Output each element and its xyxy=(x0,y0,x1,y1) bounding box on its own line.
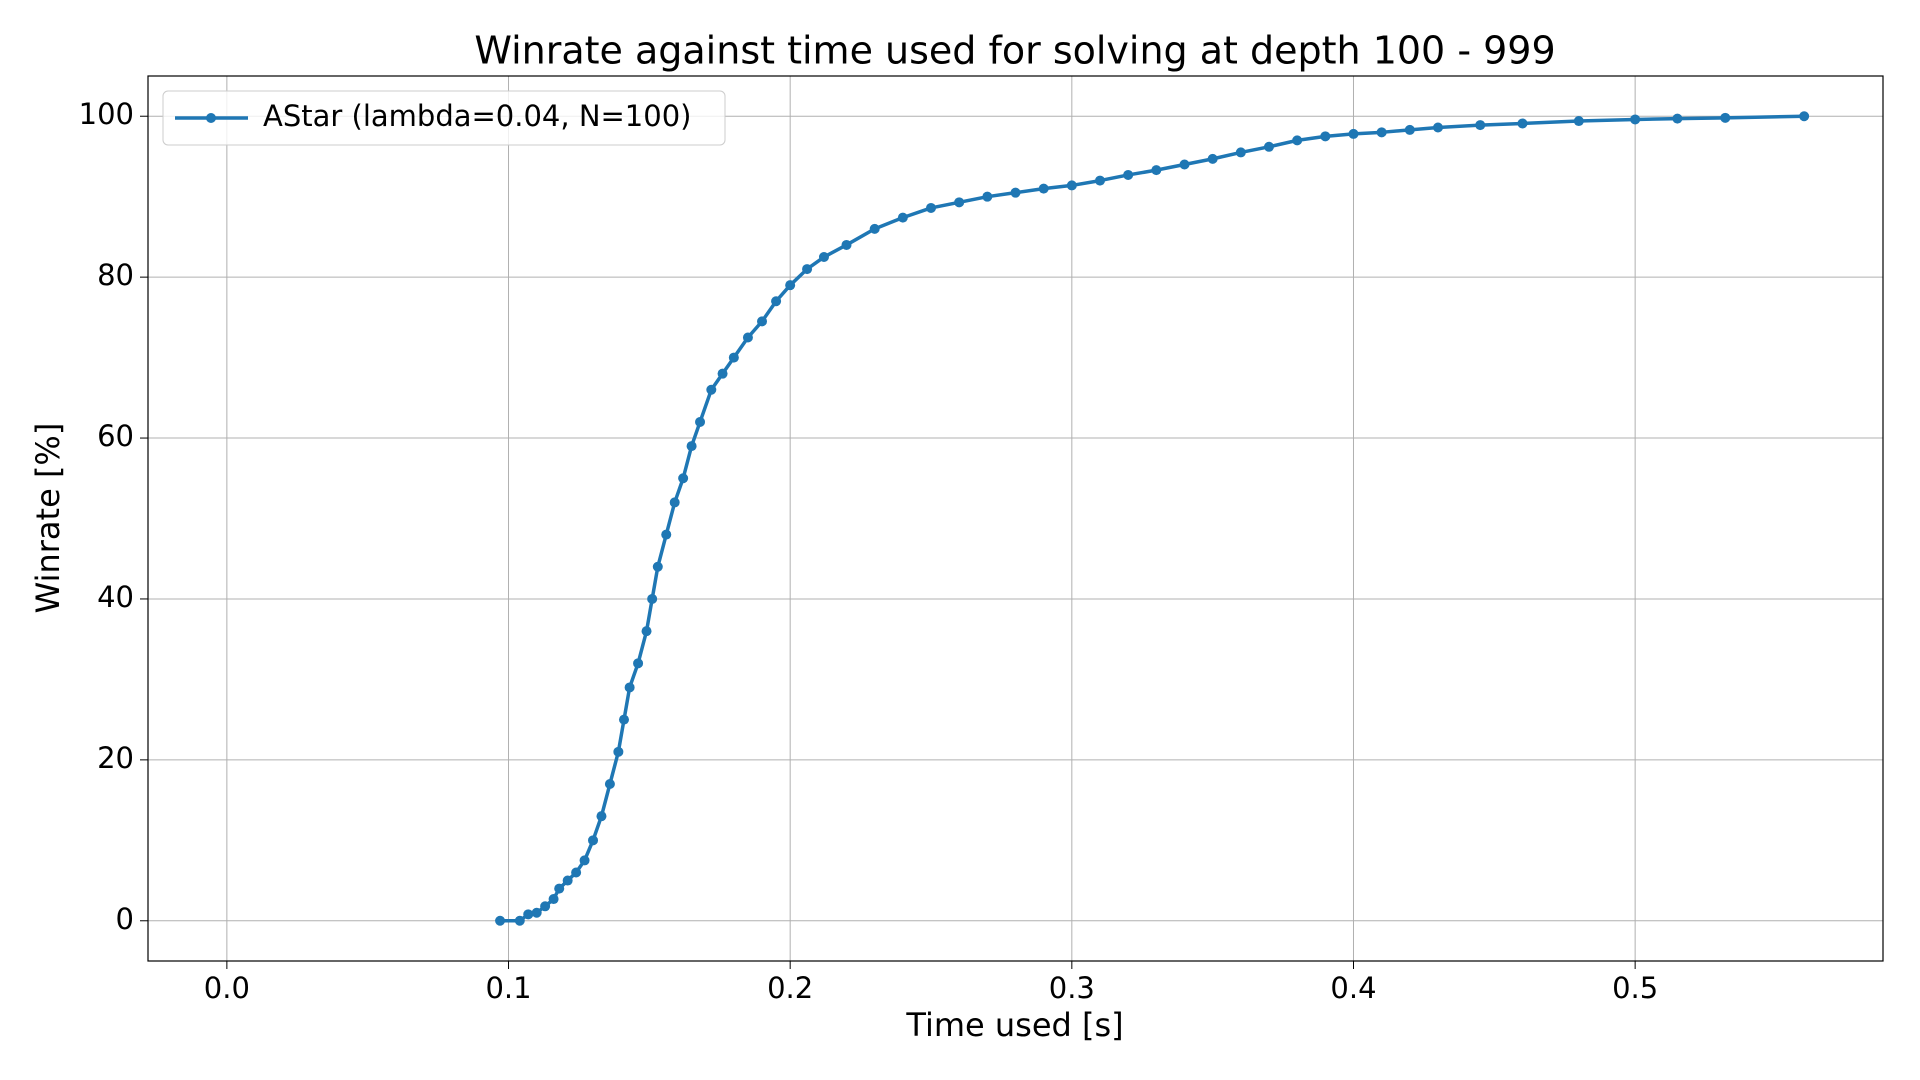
data-point xyxy=(652,561,663,572)
y-tick-label: 80 xyxy=(97,258,134,292)
data-point xyxy=(1292,135,1303,146)
data-point xyxy=(785,280,796,291)
data-point xyxy=(717,368,728,379)
data-point xyxy=(1348,128,1359,139)
data-point xyxy=(1404,124,1415,135)
data-point xyxy=(523,909,534,920)
x-tick-label: 0.1 xyxy=(485,971,531,1005)
data-point xyxy=(588,835,599,846)
data-point xyxy=(669,497,680,508)
data-point xyxy=(926,202,937,213)
x-tick-label: 0.0 xyxy=(204,971,250,1005)
y-tick-label: 100 xyxy=(79,97,134,131)
legend-box xyxy=(162,90,726,146)
data-point xyxy=(728,352,739,363)
data-point xyxy=(562,875,573,886)
data-line xyxy=(500,114,1805,923)
x-tick-label: 0.3 xyxy=(1049,971,1095,1005)
x-axis-label: Time used [s] xyxy=(905,1006,1123,1044)
data-point xyxy=(678,473,689,484)
x-tick-label: 0.4 xyxy=(1330,971,1376,1005)
data-point xyxy=(1630,114,1641,125)
data-point xyxy=(613,746,624,757)
data-point xyxy=(686,441,697,452)
chart-title: Winrate against time used for solving at… xyxy=(474,29,1555,73)
data-point xyxy=(982,191,993,202)
data-point xyxy=(604,779,615,789)
data-point xyxy=(802,264,813,275)
data-point xyxy=(624,682,635,693)
data-point xyxy=(661,529,672,540)
data-point xyxy=(1720,112,1731,123)
data-point xyxy=(1432,122,1443,133)
y-tick-label: 20 xyxy=(97,741,134,775)
legend: AStar (lambda=0.04, N=100) xyxy=(162,90,726,146)
data-point xyxy=(540,901,551,912)
data-point xyxy=(757,316,768,327)
data-point xyxy=(1475,120,1486,131)
x-tick-label: 0.2 xyxy=(767,971,813,1005)
data-point xyxy=(618,714,629,725)
data-point xyxy=(647,593,658,604)
data-point xyxy=(514,915,525,926)
data-point xyxy=(954,197,965,208)
data-point xyxy=(771,296,782,307)
data-point xyxy=(1179,159,1190,170)
data-point xyxy=(571,867,582,878)
data-point xyxy=(1235,147,1246,158)
data-point xyxy=(1038,183,1049,194)
plot-frame xyxy=(147,75,1884,962)
data-point xyxy=(641,626,652,637)
data-point xyxy=(706,384,717,395)
data-point xyxy=(1010,187,1021,198)
data-point xyxy=(1066,180,1077,191)
data-point xyxy=(1517,118,1528,129)
data-point xyxy=(495,915,506,926)
y-tick-label: 0 xyxy=(116,902,134,936)
data-point xyxy=(531,907,542,918)
data-point xyxy=(1672,113,1683,124)
data-point xyxy=(1573,116,1584,127)
data-point xyxy=(695,416,706,427)
data-point xyxy=(869,223,880,234)
data-point xyxy=(1207,153,1218,164)
data-point xyxy=(1376,127,1387,138)
data-point xyxy=(633,658,644,669)
data-point xyxy=(1263,141,1274,152)
data-point xyxy=(742,332,753,343)
y-tick-label: 60 xyxy=(97,419,134,453)
x-tick-label: 0.5 xyxy=(1612,971,1658,1005)
y-axis-label: Winrate [%] xyxy=(29,423,67,614)
data-point xyxy=(897,212,908,223)
data-point xyxy=(1123,169,1134,180)
data-point xyxy=(596,811,607,822)
legend-label: AStar (lambda=0.04, N=100) xyxy=(263,99,691,133)
data-point xyxy=(1320,131,1331,142)
data-point xyxy=(579,855,590,866)
data-point xyxy=(548,894,559,905)
data-point xyxy=(1151,165,1162,176)
y-tick-label: 40 xyxy=(97,580,134,614)
data-point xyxy=(841,239,852,250)
data-point xyxy=(1094,175,1105,186)
data-point xyxy=(554,883,565,894)
data-point xyxy=(1799,111,1810,122)
data-point xyxy=(818,252,829,263)
legend-marker xyxy=(206,113,216,123)
